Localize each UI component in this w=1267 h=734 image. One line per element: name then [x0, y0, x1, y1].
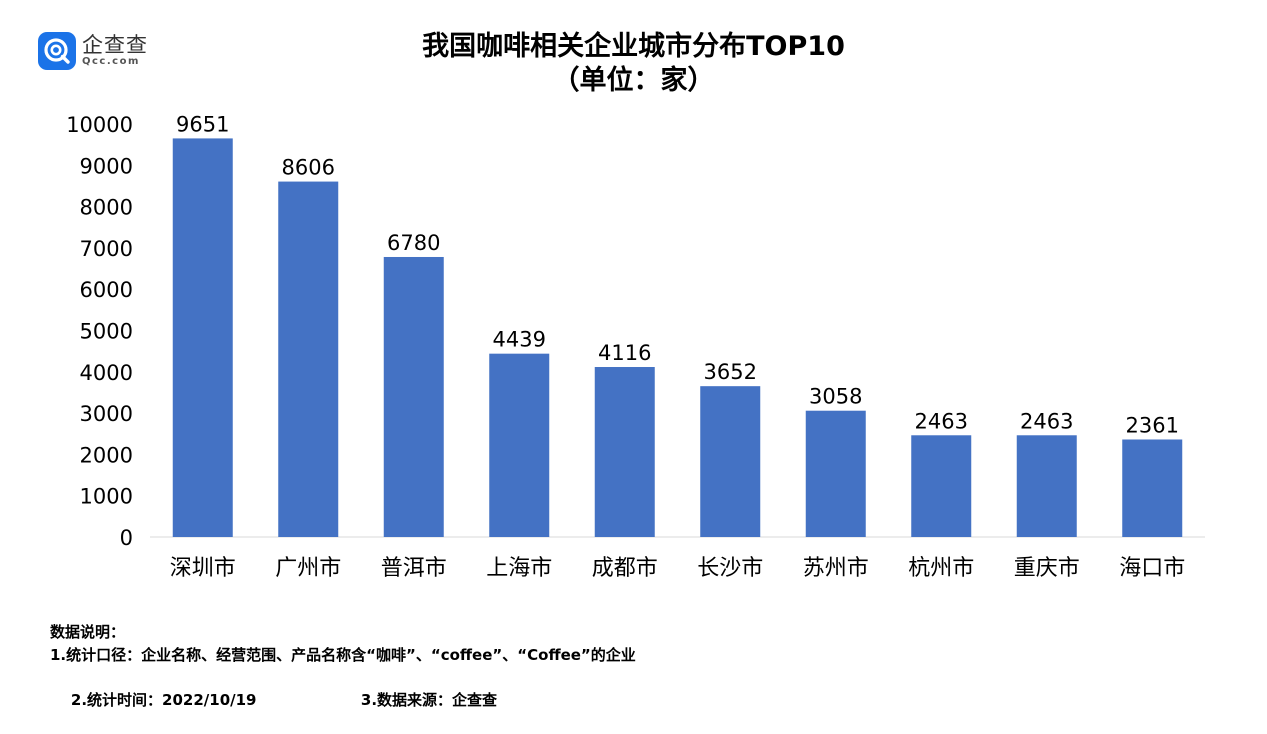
notes-heading: 数据说明：: [50, 623, 126, 641]
x-tick-label: 苏州市: [803, 556, 869, 581]
brand-name-en: Qcc.com: [82, 56, 140, 67]
y-tick-label: 3000: [80, 402, 133, 426]
bar: [172, 138, 233, 537]
y-tick-label: 1000: [80, 485, 133, 509]
y-tick-label: 2000: [80, 443, 133, 467]
brand-name-cn: 企查查: [82, 33, 148, 57]
x-tick-label: 成都市: [592, 556, 658, 581]
notes-stat-time: 2.统计时间：2022/10/19: [70, 690, 257, 709]
data-label: 9651: [176, 112, 229, 136]
bar: [383, 256, 444, 537]
x-tick-label: 普洱市: [381, 556, 447, 581]
data-notes: 数据说明： 1.统计口径：企业名称、经营范围、产品名称含“咖啡”、“coffee…: [50, 621, 636, 734]
data-label: 3652: [704, 360, 757, 384]
data-label: 4116: [598, 341, 651, 365]
bar: [1016, 435, 1077, 537]
brand-logo: 企查查 Qcc.com: [38, 32, 148, 70]
y-tick-label: 0: [120, 526, 133, 550]
y-tick-label: 6000: [80, 278, 133, 302]
y-tick-label: 9000: [80, 154, 133, 178]
x-tick-label: 长沙市: [697, 556, 763, 581]
notes-line-1: 1.统计口径：企业名称、经营范围、产品名称含“咖啡”、“coffee”、“Cof…: [50, 645, 636, 664]
y-tick-label: 4000: [80, 361, 133, 385]
bar: [1122, 439, 1183, 537]
bar: [700, 386, 761, 537]
x-tick-label: 上海市: [486, 556, 552, 581]
y-tick-label: 5000: [80, 320, 133, 344]
data-label: 8606: [282, 156, 335, 180]
x-tick-label: 深圳市: [170, 556, 236, 581]
data-label: 2463: [1020, 409, 1073, 433]
bar: [805, 410, 866, 537]
x-tick-label: 重庆市: [1014, 556, 1080, 581]
chart-title-block: 我国咖啡相关企业城市分布TOP10 （单位：家）: [0, 30, 1267, 98]
x-tick-label: 海口市: [1119, 556, 1185, 581]
chart-subtitle: （单位：家）: [552, 65, 715, 96]
data-label: 3058: [809, 385, 862, 409]
y-tick-label: 7000: [80, 237, 133, 261]
data-label: 6780: [387, 231, 440, 255]
bar: [594, 367, 655, 537]
x-tick-label: 广州市: [275, 556, 341, 581]
y-tick-label: 10000: [66, 113, 133, 137]
bar: [911, 435, 972, 537]
qcc-logo-icon: [38, 32, 76, 70]
x-tick-label: 杭州市: [908, 556, 974, 581]
data-label: 2361: [1126, 413, 1179, 437]
bar: [489, 353, 550, 537]
notes-line-2: 2.统计时间：2022/10/19 3.数据来源：企查查: [50, 666, 636, 734]
bar: [278, 181, 339, 537]
notes-source: 3.数据来源：企查查: [360, 690, 498, 709]
data-label: 4439: [493, 328, 546, 352]
chart-title: 我国咖啡相关企业城市分布TOP10: [422, 31, 845, 62]
data-label: 2463: [915, 409, 968, 433]
bar-chart: 0 1000 2000 3000 4000 5000 6000 7000 8000 9000 100…: [66, 112, 1205, 581]
y-tick-label: 8000: [80, 196, 133, 220]
